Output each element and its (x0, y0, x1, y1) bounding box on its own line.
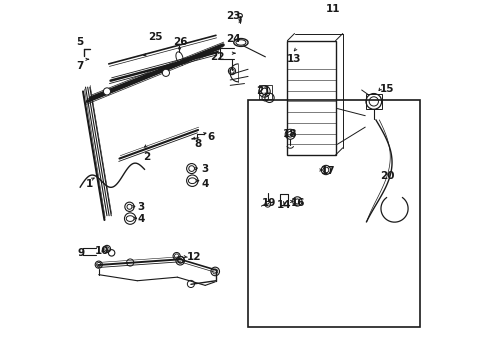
Text: 20: 20 (379, 171, 394, 181)
Bar (287, 41, 335, 155)
Text: 22: 22 (210, 52, 224, 62)
Text: 21: 21 (256, 86, 270, 96)
Circle shape (103, 88, 110, 95)
Bar (247, 100, 419, 327)
Text: 3: 3 (201, 164, 208, 174)
Text: 6: 6 (206, 132, 214, 142)
Bar (365, 94, 381, 109)
Text: 3: 3 (137, 202, 144, 212)
Text: 8: 8 (194, 139, 201, 149)
Bar (258, 85, 272, 99)
Text: 25: 25 (148, 32, 162, 42)
Text: 15: 15 (379, 84, 394, 94)
Text: 13: 13 (286, 54, 301, 64)
Bar (280, 194, 287, 205)
Text: 24: 24 (225, 34, 240, 44)
Text: 26: 26 (173, 37, 187, 48)
Text: 16: 16 (290, 198, 305, 208)
Text: 4: 4 (137, 214, 144, 224)
Circle shape (162, 69, 169, 76)
Text: 10: 10 (94, 247, 109, 256)
Text: 9: 9 (77, 248, 84, 258)
Text: 11: 11 (325, 4, 340, 14)
Text: 7: 7 (76, 61, 84, 71)
Text: 4: 4 (201, 179, 208, 189)
Text: 19: 19 (261, 198, 275, 208)
Text: 12: 12 (187, 252, 202, 262)
Text: 5: 5 (77, 37, 83, 48)
Text: 17: 17 (321, 166, 335, 176)
Text: 1: 1 (85, 179, 93, 189)
Text: 18: 18 (283, 129, 297, 139)
Text: 2: 2 (142, 152, 150, 162)
Text: 23: 23 (226, 11, 241, 21)
Text: 14: 14 (276, 200, 290, 210)
